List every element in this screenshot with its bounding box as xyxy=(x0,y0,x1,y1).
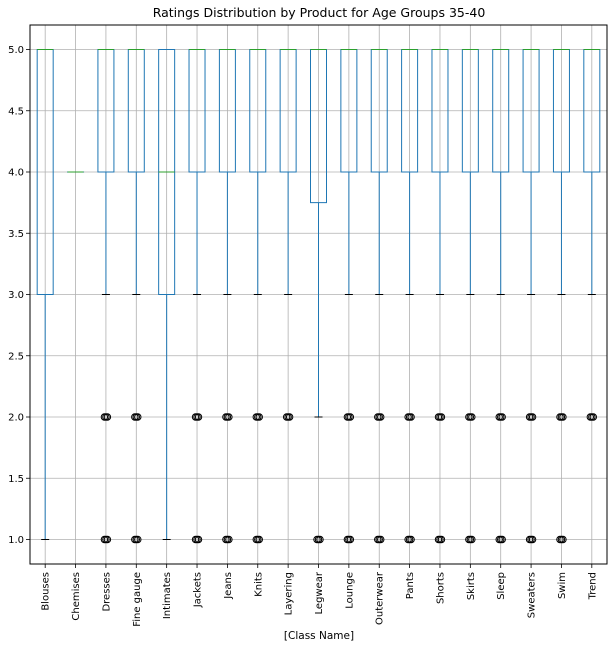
x-tick-label: Shorts xyxy=(435,572,446,604)
y-tick-label: 5.0 xyxy=(8,45,24,56)
y-tick-label: 2.0 xyxy=(8,413,24,424)
y-tick-label: 2.5 xyxy=(8,351,24,362)
y-tick-label: 1.0 xyxy=(8,535,24,546)
y-tick-label: 4.0 xyxy=(8,168,24,179)
x-tick-label: Trend xyxy=(587,572,598,600)
x-tick-label: Blouses xyxy=(41,572,52,611)
x-axis-label: [Class Name] xyxy=(284,630,354,642)
x-tick-label: Jeans xyxy=(223,572,234,600)
x-tick-label: Swim xyxy=(557,572,568,599)
x-tick-label: Dresses xyxy=(101,572,112,612)
x-tick-label: Skirts xyxy=(466,572,477,600)
x-tick-label: Chemises xyxy=(71,572,82,621)
x-tick-label: Legwear xyxy=(314,571,325,614)
x-tick-label: Knits xyxy=(253,572,264,597)
x-tick-label: Layering xyxy=(284,572,295,615)
chart-title: Ratings Distribution by Product for Age … xyxy=(153,5,486,20)
y-tick-label: 1.5 xyxy=(8,474,24,485)
x-tick-label: Sweaters xyxy=(527,572,538,618)
x-tick-label: Pants xyxy=(405,572,416,599)
x-tick-label: Fine gauge xyxy=(132,572,143,627)
y-tick-label: 3.0 xyxy=(8,290,24,301)
y-tick-label: 4.5 xyxy=(8,106,24,117)
x-tick-label: Sleep xyxy=(496,572,507,600)
y-tick-label: 3.5 xyxy=(8,229,24,240)
x-tick-label: Jackets xyxy=(193,572,204,608)
x-tick-label: Intimates xyxy=(162,572,173,619)
x-tick-label: Outerwear xyxy=(375,571,386,625)
x-tick-label: Lounge xyxy=(344,572,355,609)
